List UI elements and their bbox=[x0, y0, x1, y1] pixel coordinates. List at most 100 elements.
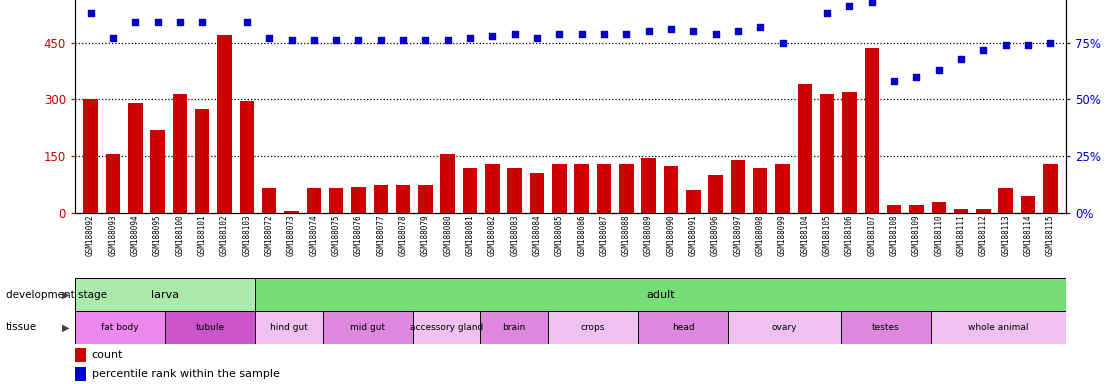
Point bbox=[907, 74, 925, 80]
Point bbox=[528, 35, 546, 41]
Bar bbox=[106, 154, 121, 213]
Text: ovary: ovary bbox=[772, 323, 797, 332]
Text: accessory gland: accessory gland bbox=[410, 323, 483, 332]
Point bbox=[952, 56, 970, 62]
Bar bbox=[128, 103, 143, 213]
Point bbox=[863, 0, 881, 5]
Point bbox=[349, 37, 367, 43]
Bar bbox=[352, 187, 366, 213]
Bar bbox=[75, 278, 256, 311]
Bar bbox=[552, 164, 567, 213]
Bar bbox=[151, 130, 165, 213]
Bar bbox=[865, 48, 879, 213]
Text: larva: larva bbox=[151, 290, 180, 300]
Text: development stage: development stage bbox=[6, 290, 107, 300]
Bar bbox=[530, 173, 545, 213]
Bar bbox=[396, 185, 411, 213]
Bar bbox=[374, 185, 388, 213]
Bar bbox=[307, 189, 321, 213]
Point bbox=[595, 31, 613, 37]
Point bbox=[104, 35, 122, 41]
Bar bbox=[753, 167, 768, 213]
Bar bbox=[548, 311, 638, 344]
Bar bbox=[931, 311, 1066, 344]
Bar bbox=[820, 94, 835, 213]
Bar bbox=[638, 311, 728, 344]
Point bbox=[372, 37, 389, 43]
Bar bbox=[256, 278, 1066, 311]
Bar bbox=[619, 164, 634, 213]
Text: whole animal: whole animal bbox=[969, 323, 1029, 332]
Point bbox=[818, 10, 836, 16]
Bar bbox=[285, 211, 299, 213]
Bar bbox=[323, 311, 413, 344]
Point bbox=[260, 35, 278, 41]
Bar bbox=[480, 311, 548, 344]
Point bbox=[81, 10, 99, 16]
Text: tubule: tubule bbox=[195, 323, 224, 332]
Point bbox=[684, 28, 702, 35]
Bar bbox=[240, 101, 254, 213]
Bar bbox=[218, 35, 232, 213]
Point bbox=[483, 33, 501, 39]
Point bbox=[573, 31, 590, 37]
Bar bbox=[843, 92, 857, 213]
Point bbox=[126, 19, 144, 25]
Bar bbox=[776, 164, 790, 213]
Bar bbox=[165, 311, 256, 344]
Point bbox=[327, 37, 345, 43]
Point bbox=[997, 42, 1014, 48]
Text: ▶: ▶ bbox=[61, 323, 69, 333]
Bar bbox=[686, 190, 701, 213]
Bar bbox=[413, 311, 480, 344]
Text: brain: brain bbox=[502, 323, 526, 332]
Point bbox=[282, 37, 300, 43]
Text: count: count bbox=[92, 350, 123, 360]
Point bbox=[1019, 42, 1037, 48]
Bar bbox=[441, 154, 455, 213]
Bar bbox=[84, 99, 98, 213]
Point bbox=[639, 28, 657, 35]
Text: crops: crops bbox=[580, 323, 605, 332]
Bar bbox=[887, 205, 902, 213]
Point bbox=[171, 19, 189, 25]
Bar bbox=[976, 209, 991, 213]
Bar bbox=[642, 158, 656, 213]
Bar bbox=[75, 311, 165, 344]
Point bbox=[394, 37, 412, 43]
Bar bbox=[728, 311, 840, 344]
Point bbox=[416, 37, 434, 43]
Point bbox=[193, 19, 211, 25]
Bar bbox=[485, 164, 500, 213]
Point bbox=[238, 19, 256, 25]
Point bbox=[305, 37, 323, 43]
Bar bbox=[463, 167, 478, 213]
Point bbox=[974, 46, 992, 53]
Bar bbox=[262, 189, 277, 213]
Bar bbox=[731, 160, 745, 213]
Point bbox=[885, 78, 903, 84]
Text: hind gut: hind gut bbox=[270, 323, 308, 332]
Point bbox=[840, 3, 858, 10]
Point bbox=[729, 28, 747, 35]
Text: adult: adult bbox=[646, 290, 675, 300]
Bar bbox=[999, 189, 1013, 213]
Bar bbox=[932, 202, 946, 213]
Text: percentile rank within the sample: percentile rank within the sample bbox=[92, 369, 280, 379]
Bar bbox=[910, 205, 924, 213]
Bar bbox=[173, 94, 187, 213]
Text: mid gut: mid gut bbox=[350, 323, 385, 332]
Point bbox=[1041, 40, 1059, 46]
Point bbox=[439, 37, 456, 43]
Bar bbox=[840, 311, 931, 344]
Bar bbox=[575, 164, 589, 213]
Point bbox=[773, 40, 791, 46]
Bar bbox=[1021, 196, 1036, 213]
Bar bbox=[418, 185, 433, 213]
Point bbox=[461, 35, 479, 41]
Point bbox=[662, 26, 680, 32]
Point bbox=[617, 31, 635, 37]
Text: tissue: tissue bbox=[6, 323, 37, 333]
Point bbox=[148, 19, 166, 25]
Point bbox=[930, 67, 947, 73]
